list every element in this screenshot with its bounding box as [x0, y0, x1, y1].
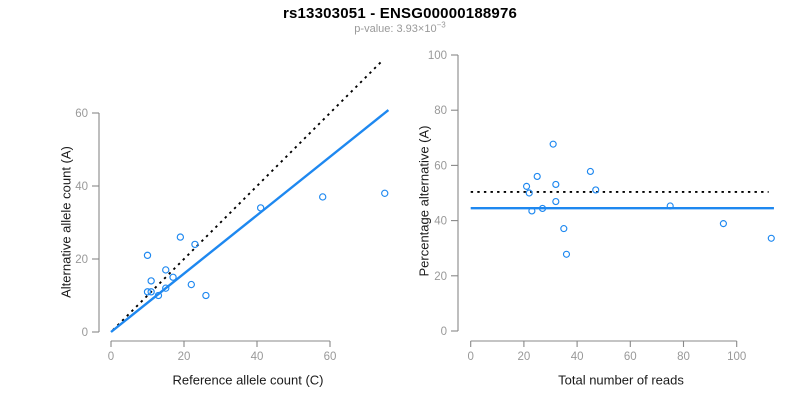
data-point — [154, 291, 163, 300]
x-tick-label: 60 — [624, 351, 637, 363]
x-tick-label: 20 — [518, 351, 531, 363]
data-point — [191, 240, 199, 249]
data-point — [176, 233, 185, 241]
data-point — [719, 220, 727, 228]
data-point — [533, 172, 541, 181]
y-tick-label: 0 — [82, 327, 88, 339]
x-tick-label: 80 — [677, 351, 690, 363]
x-tick-label: 0 — [108, 351, 114, 363]
pvalue-subtitle: p-value: 3.93×10−3 — [0, 20, 800, 35]
data-point — [538, 204, 547, 213]
pvalue-exponent: −3 — [436, 20, 446, 30]
x-tick-label: 60 — [324, 351, 337, 363]
data-point — [552, 197, 560, 206]
fit-line — [110, 109, 390, 333]
right-y-axis-title: Percentage alternative (A) — [416, 125, 432, 277]
left-plot: 0 20 40 60 0 20 40 60 — [75, 59, 390, 363]
y-tick-label: 60 — [75, 108, 88, 120]
x-tick-label: 100 — [727, 351, 746, 363]
left-x-axis-title: Reference allele count (C) — [172, 372, 324, 388]
data-point — [187, 280, 195, 289]
data-point — [143, 288, 152, 296]
data-point — [767, 234, 775, 242]
y-tick-label: 60 — [434, 160, 447, 172]
pvalue-text: p-value: 3.93×10 — [354, 23, 437, 35]
y-tick-label: 80 — [434, 105, 447, 117]
y-tick-label: 20 — [434, 271, 447, 283]
data-point — [162, 284, 170, 292]
y-tick-label: 40 — [434, 216, 447, 228]
y-tick-label: 100 — [428, 50, 447, 62]
data-point — [562, 250, 571, 258]
right-plot: 0 20 40 60 80 100 0 20 40 60 80 100 — [428, 50, 775, 363]
data-point — [560, 225, 568, 233]
x-tick-label: 0 — [467, 351, 473, 363]
y-tick-label: 0 — [441, 326, 447, 338]
data-point — [147, 277, 155, 285]
data-point — [162, 266, 170, 274]
data-point — [202, 291, 210, 300]
right-x-axis-title: Total number of reads — [558, 372, 684, 388]
data-point — [528, 207, 536, 215]
x-tick-label: 40 — [251, 351, 264, 363]
data-point — [586, 167, 594, 176]
x-tick-label: 20 — [178, 351, 191, 363]
identity-line — [112, 59, 384, 331]
data-point — [522, 182, 531, 190]
y-tick-label: 40 — [75, 181, 88, 193]
data-point — [143, 251, 152, 260]
page-title: rs13303051 - ENSG00000188976 — [282, 5, 518, 22]
data-point — [552, 180, 560, 189]
data-point — [169, 273, 177, 281]
data-point — [592, 186, 600, 194]
data-point — [549, 140, 557, 148]
data-point — [256, 204, 265, 212]
data-point — [319, 193, 327, 201]
data-point — [381, 189, 389, 197]
x-tick-label: 40 — [571, 351, 584, 363]
left-y-axis-title: Alternative allele count (A) — [58, 146, 74, 298]
data-point — [525, 189, 533, 197]
y-tick-label: 20 — [75, 254, 88, 266]
data-point — [666, 202, 674, 210]
data-point — [147, 288, 155, 296]
